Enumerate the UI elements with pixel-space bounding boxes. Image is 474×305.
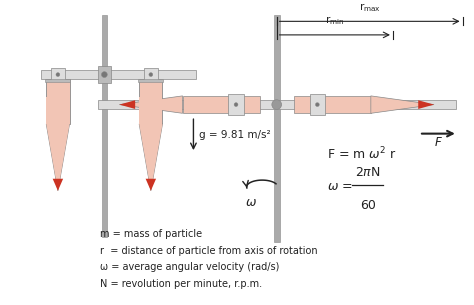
Bar xyxy=(51,68,64,81)
Text: m = mass of particle: m = mass of particle xyxy=(100,229,201,239)
Polygon shape xyxy=(418,100,434,109)
Bar xyxy=(182,96,260,113)
Text: 60: 60 xyxy=(360,199,375,211)
Bar xyxy=(293,96,371,113)
Text: N = revolution per minute, r.p.m.: N = revolution per minute, r.p.m. xyxy=(100,279,262,289)
Text: r$_\mathrm{max}$: r$_\mathrm{max}$ xyxy=(359,1,381,14)
Bar xyxy=(144,68,158,81)
Bar xyxy=(41,70,196,79)
Polygon shape xyxy=(119,96,182,113)
Circle shape xyxy=(315,103,319,106)
Polygon shape xyxy=(146,179,156,191)
Text: F = m $\omega^2$ r: F = m $\omega^2$ r xyxy=(327,146,397,163)
Text: F: F xyxy=(435,136,442,149)
Bar xyxy=(98,66,111,83)
Polygon shape xyxy=(46,124,70,191)
Text: $\omega$: $\omega$ xyxy=(245,196,256,209)
Circle shape xyxy=(101,72,107,77)
Circle shape xyxy=(149,73,153,77)
Bar xyxy=(228,94,244,115)
Bar xyxy=(139,97,163,124)
Polygon shape xyxy=(46,124,70,191)
Polygon shape xyxy=(53,179,63,191)
Polygon shape xyxy=(139,124,163,191)
Text: $2\pi$N: $2\pi$N xyxy=(355,166,381,179)
Bar xyxy=(102,15,107,237)
Text: $\omega$ =: $\omega$ = xyxy=(327,180,353,193)
Polygon shape xyxy=(119,100,135,109)
Text: r  = distance of particle from axis of rotation: r = distance of particle from axis of ro… xyxy=(100,246,317,256)
Bar xyxy=(274,15,280,242)
Bar xyxy=(46,79,70,124)
Bar xyxy=(310,94,325,115)
Bar xyxy=(46,79,71,82)
Circle shape xyxy=(56,73,60,77)
Polygon shape xyxy=(371,96,434,113)
Polygon shape xyxy=(139,124,163,191)
Text: ω = average angular velocity (rad/s): ω = average angular velocity (rad/s) xyxy=(100,262,279,272)
Text: r$_\mathrm{min}$: r$_\mathrm{min}$ xyxy=(325,14,345,27)
Bar xyxy=(46,97,70,124)
Bar xyxy=(139,79,163,124)
Text: g = 9.81 m/s²: g = 9.81 m/s² xyxy=(199,130,271,140)
Circle shape xyxy=(234,103,238,106)
Circle shape xyxy=(272,100,282,109)
Bar xyxy=(138,79,164,82)
Bar xyxy=(98,100,456,109)
